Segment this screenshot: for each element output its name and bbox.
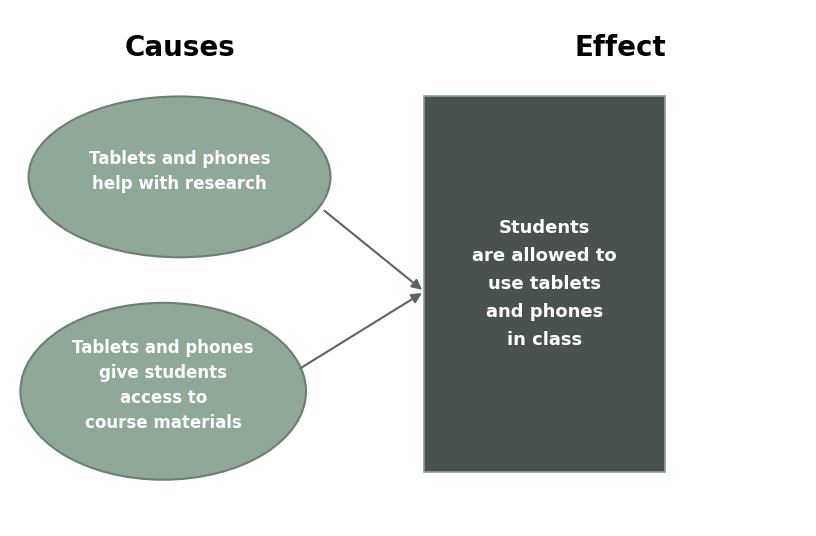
- Text: Students
are allowed to
use tablets
and phones
in class: Students are allowed to use tablets and …: [472, 219, 617, 349]
- Ellipse shape: [20, 303, 306, 480]
- Text: Tablets and phones
help with research: Tablets and phones help with research: [89, 150, 270, 193]
- Text: Causes: Causes: [124, 34, 235, 62]
- Text: Tablets and phones
give students
access to
course materials: Tablets and phones give students access …: [73, 339, 254, 433]
- Ellipse shape: [29, 96, 330, 257]
- Text: Effect: Effect: [574, 34, 666, 62]
- Bar: [424, 96, 665, 472]
